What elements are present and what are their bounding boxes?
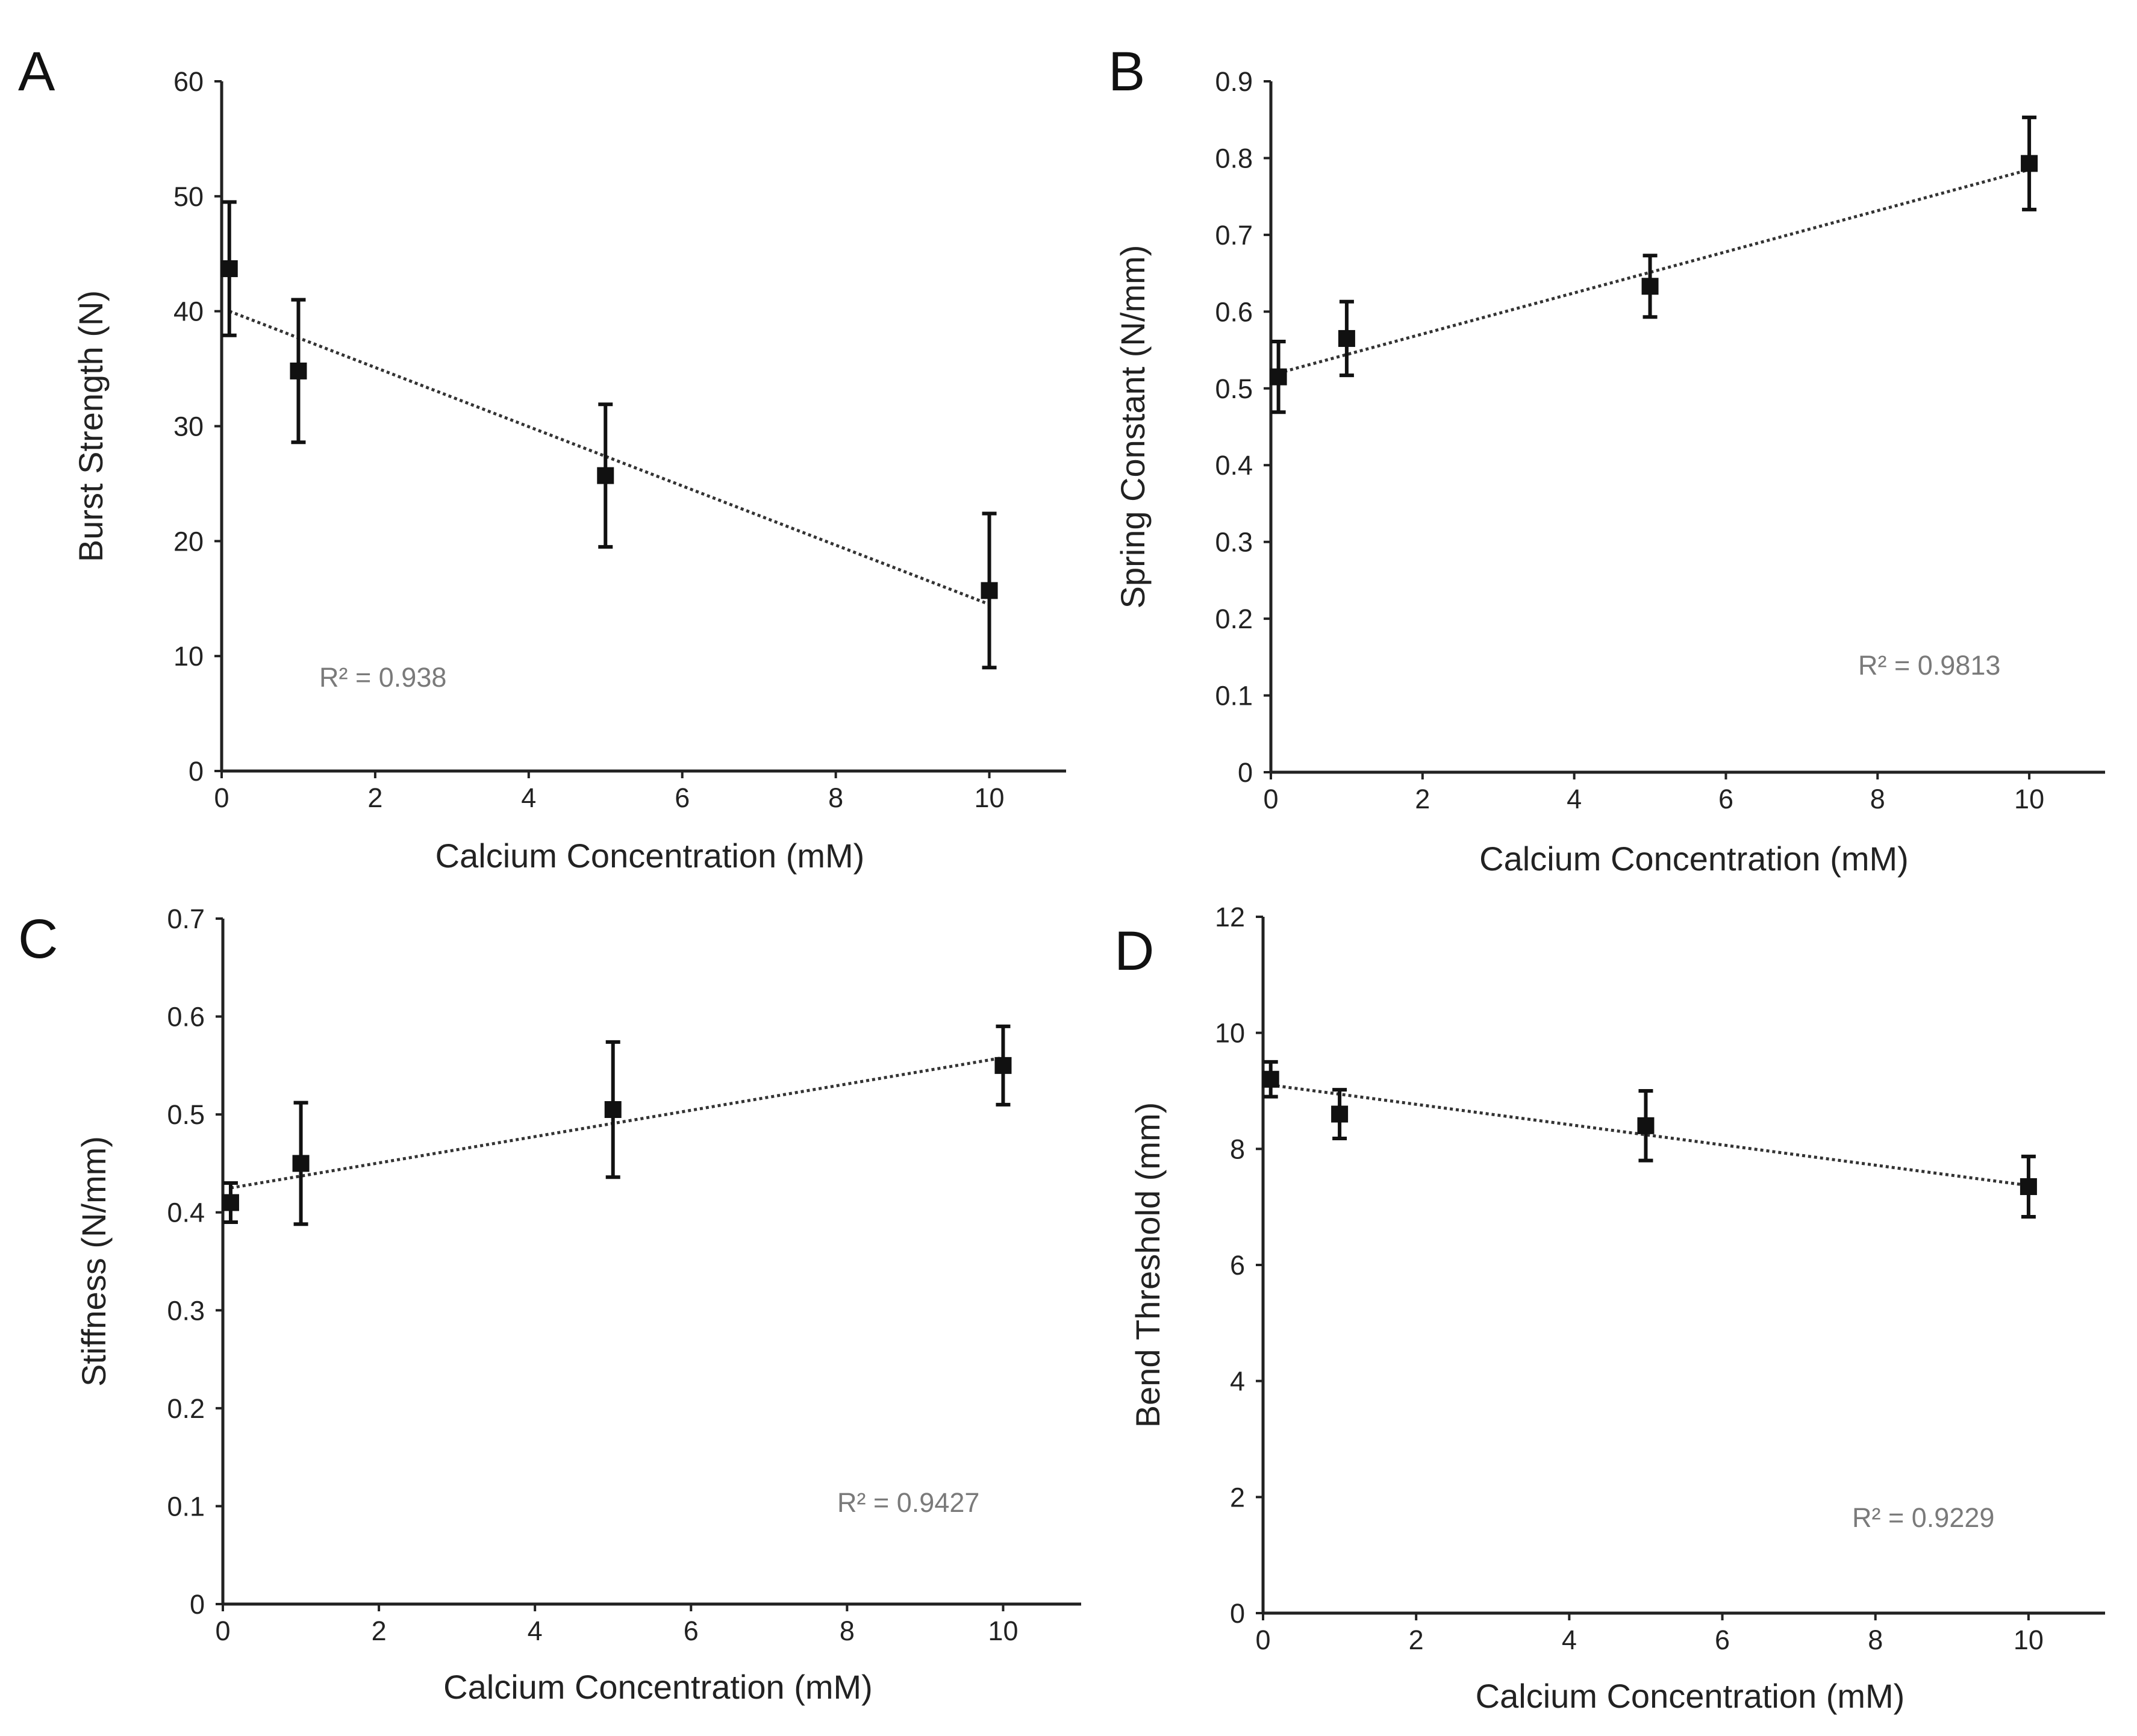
y-tick-label: 0.4 <box>167 1197 205 1228</box>
y-tick-label: 0.7 <box>1215 220 1253 251</box>
r-squared-label: R² = 0.9813 <box>1858 650 2000 681</box>
y-tick-label: 0.6 <box>1215 296 1253 327</box>
r-squared-label: R² = 0.938 <box>319 662 446 693</box>
x-tick-label: 8 <box>1870 784 1885 814</box>
y-axis-title: Burst Strength (N) <box>72 290 110 562</box>
y-tick-label: 0.7 <box>167 904 205 934</box>
y-tick-label: 12 <box>1215 902 1245 932</box>
x-tick-label: 10 <box>2014 784 2044 814</box>
data-point <box>290 362 307 379</box>
y-tick-label: 0.9 <box>1215 66 1253 97</box>
trendline <box>1278 168 2030 375</box>
data-point <box>604 1101 622 1119</box>
x-tick-label: 0 <box>1255 1625 1270 1655</box>
y-tick-label: 0.6 <box>167 1002 205 1032</box>
y-tick-label: 0.1 <box>167 1491 205 1522</box>
y-axis-title: Stiffness (N/mm) <box>75 1136 113 1387</box>
data-point <box>1338 329 1355 347</box>
x-tick-label: 6 <box>1718 784 1733 814</box>
data-point <box>292 1155 310 1172</box>
r-squared-label: R² = 0.9427 <box>837 1487 979 1518</box>
y-axis-title: Bend Threshold (mm) <box>1129 1102 1167 1428</box>
y-tick-label: 0.5 <box>167 1099 205 1130</box>
trendline <box>230 1056 1003 1190</box>
y-tick-label: 30 <box>173 411 204 442</box>
x-tick-label: 8 <box>828 782 843 813</box>
y-tick-label: 0 <box>190 1589 205 1620</box>
x-tick-label: 6 <box>675 782 690 813</box>
y-tick-label: 0.4 <box>1215 450 1253 481</box>
panel-d: D 0 2 4 6 8 10 12 0 2 4 6 8 10 Calcium Concentration (… <box>1114 902 2105 1715</box>
data-point <box>222 1194 239 1211</box>
y-tick-label: 0 <box>1238 757 1253 788</box>
x-tick-label: 4 <box>528 1616 543 1646</box>
y-tick-label: 4 <box>1230 1366 1245 1397</box>
data-point <box>2021 155 2038 172</box>
y-tick-label: 0.3 <box>167 1295 205 1326</box>
y-tick-label: 0.2 <box>1215 604 1253 634</box>
x-tick-label: 6 <box>684 1616 699 1646</box>
x-tick-label: 2 <box>1415 784 1430 814</box>
data-point <box>1331 1105 1349 1123</box>
y-tick-label: 0 <box>1230 1598 1245 1629</box>
data-point <box>994 1057 1012 1074</box>
x-tick-label: 0 <box>215 1616 230 1646</box>
y-tick-label: 0 <box>189 756 204 787</box>
x-tick-label: 2 <box>372 1616 387 1646</box>
panel-letter: C <box>18 908 58 970</box>
panel-letter: D <box>1114 920 1154 982</box>
data-point <box>1270 368 1287 386</box>
data-point <box>220 260 238 278</box>
x-tick-label: 10 <box>975 782 1005 813</box>
y-tick-label: 6 <box>1230 1250 1245 1281</box>
data-point <box>1641 278 1659 295</box>
y-tick-label: 10 <box>1215 1018 1245 1049</box>
y-tick-label: 10 <box>173 641 204 672</box>
y-tick-label: 0.1 <box>1215 681 1253 711</box>
data-point <box>1262 1070 1279 1088</box>
x-axis-title: Calcium Concentration (mM) <box>443 1668 873 1706</box>
data-point <box>2020 1178 2037 1195</box>
y-tick-label: 20 <box>173 526 204 557</box>
data-point <box>597 467 614 484</box>
panel-letter: A <box>18 41 55 102</box>
x-axis-title: Calcium Concentration (mM) <box>1479 840 1909 878</box>
y-tick-label: 50 <box>173 181 204 212</box>
x-axis-title: Calcium Concentration (mM) <box>1476 1677 1905 1715</box>
x-axis-title: Calcium Concentration (mM) <box>435 837 865 875</box>
y-axis-title: Spring Constant (N/mm) <box>1114 245 1152 609</box>
panel-c: C 0 0.1 0.2 0.3 0.4 0.5 0.6 0.7 0 2 4 6 8 10 Calcium Co… <box>18 904 1081 1706</box>
y-tick-label: 60 <box>173 66 204 97</box>
x-tick-label: 0 <box>1263 784 1278 814</box>
x-tick-label: 10 <box>988 1616 1018 1646</box>
x-tick-label: 0 <box>214 782 229 813</box>
y-tick-label: 0.3 <box>1215 527 1253 558</box>
data-point <box>981 582 998 599</box>
y-tick-label: 2 <box>1230 1482 1245 1513</box>
x-tick-label: 4 <box>521 782 536 813</box>
data-point <box>1637 1117 1655 1134</box>
x-tick-label: 4 <box>1567 784 1582 814</box>
x-tick-label: 8 <box>840 1616 855 1646</box>
x-tick-label: 4 <box>1562 1625 1577 1655</box>
y-tick-label: 0.5 <box>1215 373 1253 404</box>
r-squared-label: R² = 0.9229 <box>1852 1502 1994 1533</box>
x-tick-label: 2 <box>367 782 382 813</box>
panel-b: B 0 0.1 0.2 0.3 0.4 0.5 0.6 0.7 0.8 0.9 0 2 4 6 8 10 Calc… <box>1108 41 2105 878</box>
y-tick-label: 0.2 <box>167 1393 205 1424</box>
x-tick-label: 6 <box>1715 1625 1730 1655</box>
x-tick-label: 8 <box>1868 1625 1883 1655</box>
panel-letter: B <box>1108 41 1145 102</box>
y-tick-label: 0.8 <box>1215 143 1253 173</box>
trendline <box>228 310 990 606</box>
y-tick-label: 40 <box>173 296 204 327</box>
x-tick-label: 2 <box>1409 1625 1424 1655</box>
y-tick-label: 8 <box>1230 1134 1245 1164</box>
x-tick-label: 10 <box>2014 1625 2044 1655</box>
panel-a: A 0 10 20 30 40 50 60 0 2 4 6 8 10 Calcium Concentrati… <box>18 41 1066 875</box>
trendline <box>1270 1083 2029 1187</box>
